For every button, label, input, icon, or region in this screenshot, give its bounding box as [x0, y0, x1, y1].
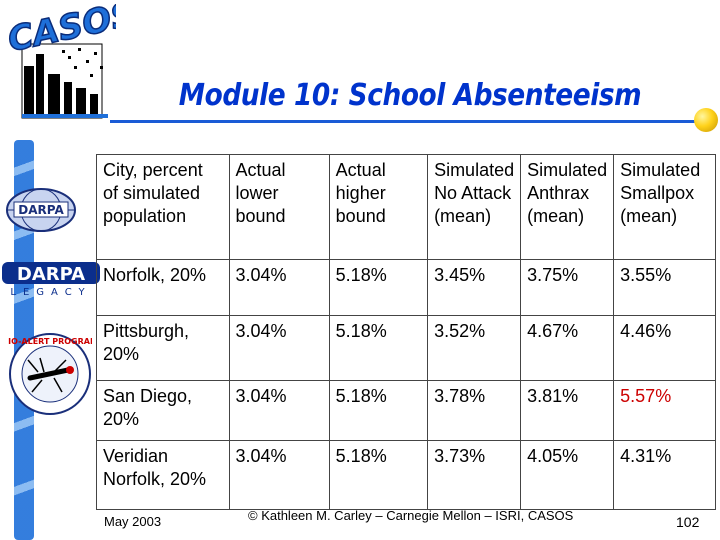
page-title: Module 10: School Absenteeism [178, 78, 642, 113]
casos-logo: CASOS [4, 4, 116, 119]
table-cell: 3.78% [427, 379, 522, 442]
table-cell: 3.04% [228, 379, 330, 442]
decorative-rail [14, 140, 34, 540]
table-cell: 4.31% [613, 440, 716, 510]
table-cell: 3.04% [228, 258, 330, 317]
table-header-cell: Actual higher bound [328, 154, 429, 260]
table-row: San Diego, 20% 3.04% 5.18% 3.78% 3.81% 5… [96, 379, 716, 442]
table-cell: Veridian Norfolk, 20% [96, 440, 230, 510]
table-header-cell: Simulated Anthrax (mean) [520, 154, 615, 260]
darpa-globe-logo: DARPA [6, 188, 76, 232]
darpa-globe-text: DARPA [18, 203, 64, 217]
table-header-cell: Simulated No Attack (mean) [427, 154, 522, 260]
table-cell: Pittsburgh, 20% [96, 315, 230, 381]
page-number: 102 [676, 514, 700, 530]
table-cell: 4.46% [613, 315, 716, 381]
logo-column: CASOS DARPA DARPA LEGACY BIO-ALERT PROGR… [0, 0, 116, 540]
table-cell: 3.73% [427, 440, 522, 510]
darpa-legacy-text: DARPA [17, 264, 85, 285]
table-header-cell: City, percent of simulated population [96, 154, 230, 260]
table-cell: 5.18% [328, 440, 429, 510]
table-cell: 4.67% [520, 315, 615, 381]
darpa-legacy-logo: DARPA LEGACY [2, 262, 100, 298]
table-header-cell: Simulated Smallpox (mean) [613, 154, 716, 260]
table-header-row: City, percent of simulated population Ac… [96, 154, 716, 260]
table-cell: Norfolk, 20% [96, 258, 230, 317]
table-cell: 3.81% [520, 379, 615, 442]
table-header-cell: Actual lower bound [228, 154, 330, 260]
absenteeism-table: City, percent of simulated population Ac… [96, 154, 716, 510]
title-underline [110, 120, 710, 123]
table-cell: 3.04% [228, 440, 330, 510]
table-cell: 5.18% [328, 315, 429, 381]
footer-copyright: © Kathleen M. Carley – Carnegie Mellon –… [248, 508, 574, 523]
table-row: Norfolk, 20% 3.04% 5.18% 3.45% 3.75% 3.5… [96, 258, 716, 317]
darpa-legacy-subtext: LEGACY [10, 287, 91, 298]
table-cell: 3.45% [427, 258, 522, 317]
table-cell: 4.05% [520, 440, 615, 510]
table-cell: 5.18% [328, 258, 429, 317]
table-cell: 3.55% [613, 258, 716, 317]
table-cell-highlight: 5.57% [613, 379, 716, 442]
table-cell: 5.18% [328, 379, 429, 442]
footer-date: May 2003 [104, 514, 162, 529]
table-cell: San Diego, 20% [96, 379, 230, 442]
table-cell: 3.52% [427, 315, 522, 381]
table-cell: 3.04% [228, 315, 330, 381]
table-cell: 3.75% [520, 258, 615, 317]
table-row: Pittsburgh, 20% 3.04% 5.18% 3.52% 4.67% … [96, 315, 716, 381]
table-row: Veridian Norfolk, 20% 3.04% 5.18% 3.73% … [96, 440, 716, 510]
title-bullet-ball [694, 108, 718, 132]
